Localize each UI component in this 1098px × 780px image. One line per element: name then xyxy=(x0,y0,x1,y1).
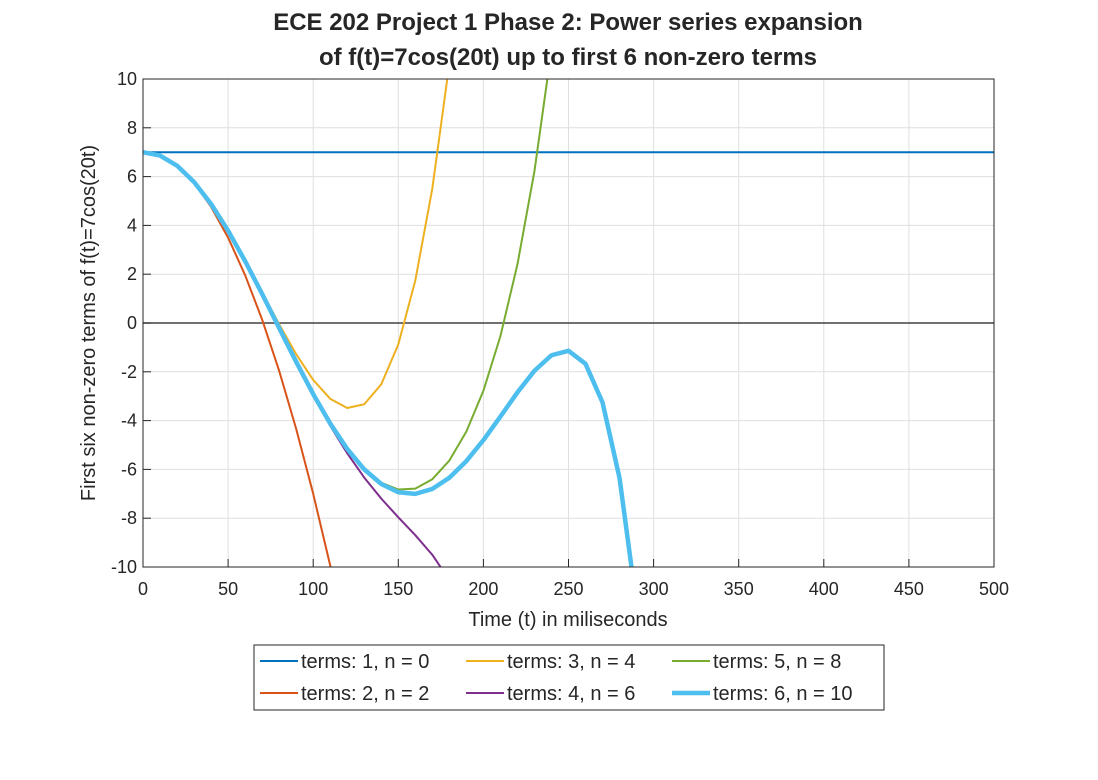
chart-title: ECE 202 Project 1 Phase 2: Power series … xyxy=(273,9,863,36)
legend-label: terms: 3, n = 4 xyxy=(507,651,635,673)
y-tick-label: -6 xyxy=(121,459,137,479)
x-tick-label: 100 xyxy=(298,579,328,599)
y-tick-label: -10 xyxy=(111,557,137,577)
x-axis-label: Time (t) in miliseconds xyxy=(468,609,667,631)
chart-title: of f(t)=7cos(20t) up to first 6 non-zero… xyxy=(319,44,817,71)
y-tick-label: 8 xyxy=(127,118,137,138)
x-tick-label: 450 xyxy=(894,579,924,599)
plot-lines xyxy=(143,79,994,567)
y-tick-label: -8 xyxy=(121,508,137,528)
y-tick-label: -2 xyxy=(121,362,137,382)
y-tick-label: 2 xyxy=(127,264,137,284)
legend-label: terms: 6, n = 10 xyxy=(713,683,853,705)
legend-box xyxy=(253,644,885,711)
legend-label: terms: 4, n = 6 xyxy=(507,683,635,705)
x-tick-label: 500 xyxy=(979,579,1009,599)
series-line xyxy=(143,149,634,567)
y-tick-label: 6 xyxy=(127,167,137,187)
legend-label: terms: 5, n = 8 xyxy=(713,651,841,673)
y-tick-label: 0 xyxy=(127,313,137,333)
y-tick-label: 4 xyxy=(127,215,137,235)
x-tick-label: 300 xyxy=(639,579,669,599)
y-tick-label: -4 xyxy=(121,411,137,431)
x-tick-label: 200 xyxy=(468,579,498,599)
legend-label: terms: 1, n = 0 xyxy=(301,651,429,673)
y-tick-label: 10 xyxy=(117,69,137,89)
x-tick-label: 50 xyxy=(218,579,238,599)
y-axis-label: First six non-zero terms of f(t)=7cos(20… xyxy=(78,145,100,501)
x-tick-label: 250 xyxy=(553,579,583,599)
x-tick-label: 350 xyxy=(724,579,754,599)
legend: terms: 1, n = 0 terms: 2, n = 2 terms: 3, … xyxy=(260,651,853,705)
ticks: 0 50 100 150 200 250 300 350 400 450 500-10-8-6-4-… xyxy=(111,69,1009,599)
legend-label: terms: 2, n = 2 xyxy=(301,683,429,705)
x-tick-label: 400 xyxy=(809,579,839,599)
x-tick-label: 0 xyxy=(138,579,148,599)
x-tick-label: 150 xyxy=(383,579,413,599)
